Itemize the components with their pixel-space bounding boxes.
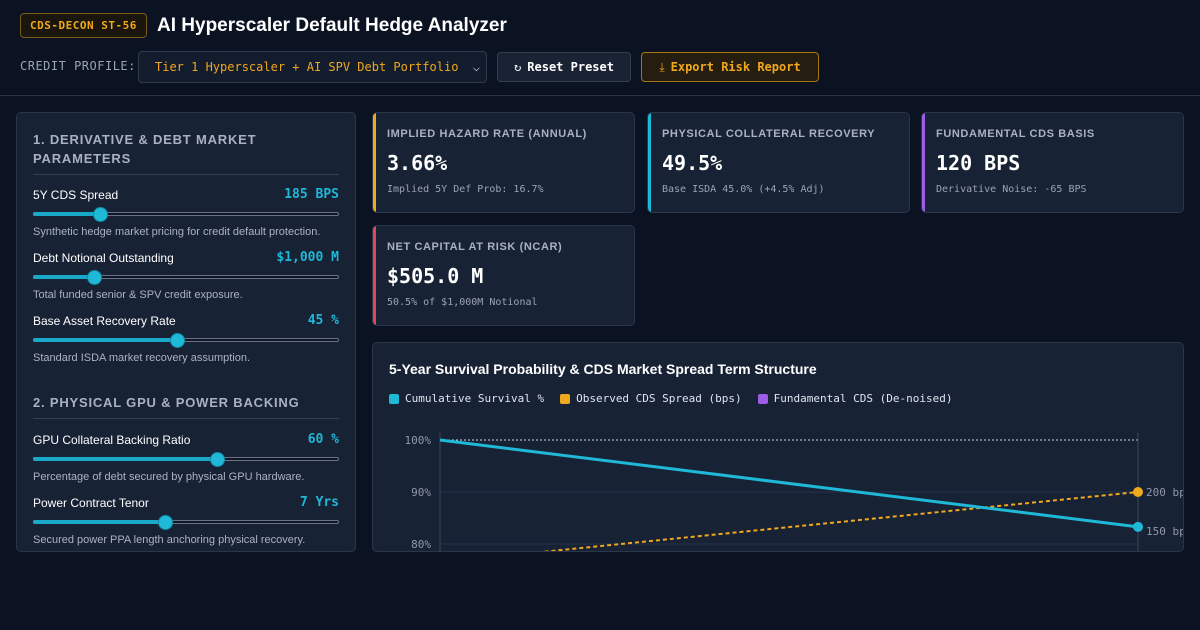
- chart-title: 5-Year Survival Probability & CDS Market…: [389, 361, 817, 377]
- param-value: $1,000 M: [276, 250, 339, 265]
- card-accent-bar: [373, 226, 376, 325]
- card-subtitle: Derivative Noise: -65 BPS: [936, 184, 1087, 195]
- card-value: 3.66%: [387, 151, 448, 175]
- param-description: Secured power PPA length anchoring physi…: [33, 534, 306, 546]
- series-line-survival: [439, 438, 1139, 529]
- parameters-panel: 1. DERIVATIVE & DEBT MARKET PARAMETERS 5…: [16, 112, 356, 552]
- legend-item-survival: Cumulative Survival %: [389, 392, 544, 405]
- param-debt-notional: Debt Notional Outstanding $1,000 M Total…: [33, 250, 339, 302]
- y-left-tick-label: 90%: [411, 486, 431, 499]
- param-label: Debt Notional Outstanding: [33, 251, 174, 265]
- term-structure-chart-panel: 100% 90% 80% 200 bps 150 bps 5-Year Survival…: [372, 342, 1184, 552]
- card-value: 120 BPS: [936, 151, 1021, 175]
- model-badge: CDS-DECON ST-56: [20, 13, 147, 38]
- slider-thumb[interactable]: [169, 333, 185, 348]
- credit-profile-label: CREDIT PROFILE:: [20, 59, 136, 73]
- param-label: Power Contract Tenor: [33, 496, 149, 510]
- param-recovery-rate: Base Asset Recovery Rate 45 % Standard I…: [33, 313, 339, 365]
- card-accent-bar: [922, 113, 925, 212]
- y-right-tick-label: 200 bps: [1146, 486, 1184, 499]
- param-value: 7 Yrs: [299, 495, 339, 510]
- param-description: Total funded senior & SPV credit exposur…: [33, 289, 243, 301]
- param-gpu-collateral: GPU Collateral Backing Ratio 60 % Percen…: [33, 432, 339, 484]
- legend-swatch: [560, 393, 571, 404]
- card-title: IMPLIED HAZARD RATE (ANNUAL): [387, 128, 587, 140]
- param-label: 5Y CDS Spread: [33, 188, 119, 202]
- card-hazard-rate: IMPLIED HAZARD RATE (ANNUAL) 3.66% Impli…: [372, 112, 635, 213]
- power-tenor-slider[interactable]: [33, 515, 339, 530]
- param-value: 185 BPS: [284, 187, 339, 202]
- section-title-physical: 2. PHYSICAL GPU & POWER BACKING: [33, 393, 339, 419]
- param-description: Standard ISDA market recovery assumption…: [33, 352, 251, 364]
- page-title: AI Hyperscaler Default Hedge Analyzer: [157, 15, 507, 36]
- param-description: Synthetic hedge market pricing for credi…: [33, 226, 321, 238]
- y-left-tick-label: 80%: [411, 538, 431, 551]
- debt-notional-slider[interactable]: [33, 270, 339, 285]
- param-description: Percentage of debt secured by physical G…: [33, 471, 305, 483]
- cds-spread-slider[interactable]: [33, 207, 339, 222]
- legend-swatch: [389, 393, 399, 404]
- card-cds-basis: FUNDAMENTAL CDS BASIS 120 BPS Derivative…: [921, 112, 1184, 213]
- slider-thumb[interactable]: [93, 207, 109, 222]
- slider-thumb[interactable]: [87, 270, 103, 285]
- legend-swatch: [757, 393, 768, 404]
- series-line-observed-cds: [541, 491, 1139, 551]
- slider-thumb[interactable]: [209, 452, 225, 467]
- gpu-collateral-slider[interactable]: [33, 452, 339, 467]
- param-value: 45 %: [307, 313, 339, 328]
- point-survival-end: [1133, 521, 1143, 532]
- legend-item-fundamental-cds: Fundamental CDS (De-noised): [757, 392, 953, 405]
- card-title: FUNDAMENTAL CDS BASIS: [936, 128, 1095, 140]
- point-observed-cds-end: [1133, 487, 1143, 497]
- card-title: NET CAPITAL AT RISK (NCAR): [387, 241, 563, 253]
- card-title: PHYSICAL COLLATERAL RECOVERY: [662, 128, 876, 140]
- card-accent-bar: [648, 113, 651, 212]
- legend-label: Observed CDS Spread (bps): [576, 392, 742, 405]
- card-accent-bar: [373, 113, 376, 212]
- legend-item-observed-cds: Observed CDS Spread (bps): [560, 392, 742, 405]
- legend-label: Fundamental CDS (De-noised): [773, 392, 953, 405]
- refresh-icon: ↻: [514, 60, 522, 74]
- credit-profile-select[interactable]: Tier 1 Hyperscaler + AI SPV Debt Portfol…: [138, 51, 487, 83]
- card-subtitle: Base ISDA 45.0% (+4.5% Adj): [662, 184, 825, 195]
- card-net-capital-at-risk: NET CAPITAL AT RISK (NCAR) $505.0 M 50.5…: [372, 225, 635, 326]
- param-value: 60 %: [307, 432, 339, 447]
- chevron-down-icon: ⌵: [472, 60, 480, 74]
- slider-thumb[interactable]: [157, 515, 173, 530]
- credit-profile-value: Tier 1 Hyperscaler + AI SPV Debt Portfol…: [155, 60, 459, 74]
- reset-preset-label: Reset Preset: [527, 60, 614, 74]
- card-subtitle: 50.5% of $1,000M Notional: [387, 297, 538, 308]
- card-collateral-recovery: PHYSICAL COLLATERAL RECOVERY 49.5% Base …: [647, 112, 910, 213]
- term-structure-chart: 100% 90% 80% 200 bps 150 bps: [405, 433, 1184, 551]
- card-value: 49.5%: [662, 151, 723, 175]
- param-label: Base Asset Recovery Rate: [33, 314, 176, 328]
- export-risk-report-button[interactable]: ⤓ Export Risk Report: [641, 52, 819, 82]
- param-cds-spread: 5Y CDS Spread 185 BPS Synthetic hedge ma…: [33, 187, 339, 239]
- y-right-tick-label: 150 bps: [1146, 525, 1184, 538]
- card-value: $505.0 M: [387, 264, 484, 288]
- app-header: CDS-DECON ST-56 AI Hyperscaler Default H…: [0, 0, 1200, 96]
- download-icon: ⤓: [659, 60, 665, 74]
- section-title-derivative: 1. DERIVATIVE & DEBT MARKET PARAMETERS: [33, 130, 339, 175]
- recovery-rate-slider[interactable]: [33, 333, 339, 348]
- card-subtitle: Implied 5Y Def Prob: 16.7%: [387, 184, 544, 195]
- param-label: GPU Collateral Backing Ratio: [33, 433, 191, 447]
- reset-preset-button[interactable]: ↻ Reset Preset: [497, 52, 631, 82]
- chart-legend: Cumulative Survival % Observed CDS Sprea…: [389, 392, 968, 405]
- export-risk-report-label: Export Risk Report: [670, 60, 801, 74]
- legend-label: Cumulative Survival %: [405, 392, 545, 405]
- param-power-tenor: Power Contract Tenor 7 Yrs Secured power…: [33, 495, 339, 547]
- y-left-tick-label: 100%: [405, 434, 432, 447]
